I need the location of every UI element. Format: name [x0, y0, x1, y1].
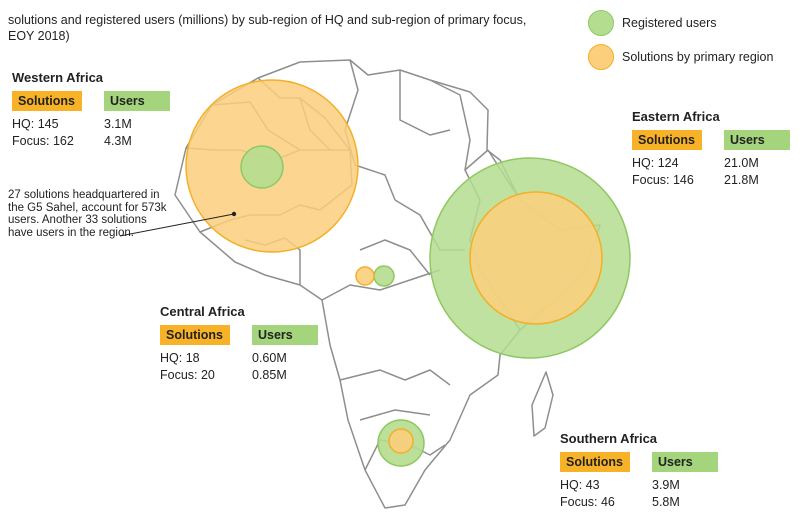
central-hq-row: HQ: 18 0.60M: [160, 350, 318, 367]
panel-central-title: Central Africa: [160, 304, 245, 319]
western-hq-users: 3.1M: [104, 117, 132, 131]
central-solutions-bubble: [355, 266, 375, 286]
southern-hq-label: HQ: 43: [560, 478, 600, 492]
southern-solutions-bubble: [388, 428, 414, 454]
legend-solutions-swatch: [588, 44, 614, 70]
sahel-callout: 27 solutions headquartered in the G5 Sah…: [8, 189, 167, 239]
western-focus-row: Focus: 162 4.3M: [12, 133, 170, 150]
eastern-hq-users: 21.0M: [724, 156, 759, 170]
legend-users-swatch: [588, 10, 614, 36]
central-hq-users: 0.60M: [252, 351, 287, 365]
legend-item-solutions: Solutions by primary region: [588, 42, 803, 72]
bubbles: [185, 79, 631, 467]
legend-solutions-label: Solutions by primary region: [622, 50, 774, 64]
eastern-solutions-bubble: [469, 191, 603, 325]
panel-western-title: Western Africa: [12, 70, 104, 85]
chart-title: solutions and registered users (millions…: [8, 13, 527, 43]
legend: Registered users Solutions by primary re…: [588, 8, 803, 76]
callout-leader-line: [119, 213, 235, 237]
western-hq-row: HQ: 145 3.1M: [12, 116, 170, 133]
southern-hq-users: 3.9M: [652, 478, 680, 492]
panel-western-africa: Western Africa Solutions Users HQ: 145 3…: [12, 70, 170, 150]
eastern-hq-label: HQ: 124: [632, 156, 679, 170]
panel-eastern-title: Eastern Africa: [632, 109, 720, 124]
western-focus-users: 4.3M: [104, 134, 132, 148]
western-focus-label: Focus: 162: [12, 134, 74, 148]
legend-item-users: Registered users: [588, 8, 803, 38]
southern-hq-row: HQ: 43 3.9M: [560, 477, 718, 494]
eastern-users-tag: Users: [724, 130, 790, 150]
southern-focus-users: 5.8M: [652, 495, 680, 509]
callout-point: [231, 211, 237, 217]
western-solutions-tag: Solutions: [12, 91, 82, 111]
legend-users-label: Registered users: [622, 16, 717, 30]
eastern-focus-users: 21.8M: [724, 173, 759, 187]
southern-users-tag: Users: [652, 452, 718, 472]
central-users-bubble: [373, 265, 395, 287]
eastern-hq-row: HQ: 124 21.0M: [632, 155, 790, 172]
panel-southern-title: Southern Africa: [560, 431, 658, 446]
southern-focus-row: Focus: 46 5.8M: [560, 494, 718, 511]
panel-eastern-africa: Eastern Africa Solutions Users HQ: 124 2…: [632, 109, 790, 189]
eastern-focus-label: Focus: 146: [632, 173, 694, 187]
western-hq-label: HQ: 145: [12, 117, 59, 131]
central-users-tag: Users: [252, 325, 318, 345]
central-focus-users: 0.85M: [252, 368, 287, 382]
southern-solutions-tag: Solutions: [560, 452, 630, 472]
panel-southern-africa: Southern Africa Solutions Users HQ: 43 3…: [560, 431, 718, 511]
panel-central-africa: Central Africa Solutions Users HQ: 18 0.…: [160, 304, 318, 384]
eastern-solutions-tag: Solutions: [632, 130, 702, 150]
western-users-tag: Users: [104, 91, 170, 111]
central-hq-label: HQ: 18: [160, 351, 200, 365]
central-focus-row: Focus: 20 0.85M: [160, 367, 318, 384]
central-solutions-tag: Solutions: [160, 325, 230, 345]
central-focus-label: Focus: 20: [160, 368, 215, 382]
eastern-focus-row: Focus: 146 21.8M: [632, 172, 790, 189]
southern-focus-label: Focus: 46: [560, 495, 615, 509]
western-users-bubble: [240, 145, 284, 189]
